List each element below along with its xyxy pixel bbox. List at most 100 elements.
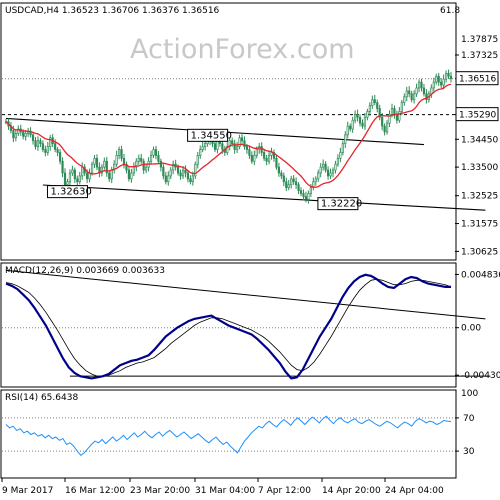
candle-body — [34, 140, 37, 147]
candle-body — [201, 146, 204, 150]
candle-body — [238, 137, 241, 147]
candle-body — [110, 169, 113, 180]
candle-body — [390, 108, 394, 115]
candle-body — [277, 166, 280, 174]
candle-body — [172, 163, 175, 171]
x-tick-label: 7 Apr 12:00 — [258, 486, 311, 496]
candle-body — [435, 75, 438, 83]
candle-body — [135, 160, 138, 168]
candle-body — [253, 155, 256, 162]
candle-body — [290, 178, 293, 186]
candle-body — [100, 166, 103, 174]
candle-body — [368, 105, 371, 112]
macd-y-tick-label: 0.00 — [461, 324, 481, 334]
candle-body — [405, 90, 408, 98]
candle-body — [334, 163, 337, 171]
price-level-label: 1.32630 — [50, 187, 91, 198]
candle-body — [169, 169, 172, 177]
price-panel-title: USDCAD,H4 1.36523 1.36706 1.36376 1.3651… — [5, 6, 220, 16]
x-tick-label: 16 Mar 12:00 — [65, 486, 125, 496]
rsi-panel-frame — [0, 389, 457, 479]
candle-body — [108, 172, 111, 180]
candle-body — [66, 181, 69, 186]
candle-body — [179, 172, 182, 177]
candle-body — [282, 175, 285, 183]
macd-series — [5, 269, 491, 380]
candle-body — [90, 163, 94, 174]
candle-body — [336, 157, 340, 165]
candle-body — [356, 113, 359, 118]
candle-body — [265, 157, 268, 162]
candle-body — [444, 72, 448, 80]
candle-body — [204, 143, 207, 147]
price-y-tick-label: 1.37325 — [461, 51, 498, 61]
rsi-series — [5, 415, 452, 456]
candle-body — [250, 155, 253, 162]
candle-body — [184, 169, 187, 174]
macd-panel-title: MACD(12,26,9) 0.003669 0.003633 — [5, 266, 165, 276]
rsi-panel-title: RSI(14) 65.6438 — [5, 393, 78, 403]
candle-body — [447, 72, 450, 77]
candle-body — [181, 169, 185, 177]
candle-body — [346, 125, 349, 136]
candle-body — [326, 169, 330, 177]
candle-body — [299, 190, 303, 194]
candle-body — [221, 143, 224, 150]
candle-body — [413, 93, 416, 101]
candle-body — [393, 108, 396, 115]
x-tick-label: 24 Apr 04:00 — [385, 486, 444, 496]
boxed-price-label: 1.35290 — [459, 111, 496, 121]
moving-average-line — [5, 83, 452, 188]
candle-body — [27, 131, 30, 134]
candle-body — [22, 131, 25, 137]
candle-body — [233, 143, 236, 150]
candle-body — [113, 163, 116, 171]
candle-body — [255, 149, 258, 156]
price-y-tick-label: 1.31575 — [461, 220, 498, 230]
price-trendline — [42, 184, 486, 211]
candle-body — [105, 160, 108, 174]
candle-body — [213, 143, 217, 150]
candle-body — [152, 149, 155, 156]
candle-body — [167, 175, 170, 183]
price-ma — [5, 83, 452, 188]
candle-body — [376, 102, 379, 109]
candle-body — [78, 175, 81, 183]
x-axis: 9 Mar 2017 16 Mar 12:00 23 Mar 20:00 31 Mar… — [1, 478, 444, 496]
watermark: ActionForex.com — [130, 34, 355, 65]
rsi-top-label: 100 — [461, 389, 478, 399]
candle-body — [317, 172, 320, 180]
candle-body — [127, 169, 131, 180]
candle-body — [132, 166, 135, 174]
candle-body — [354, 113, 357, 121]
candle-body — [120, 149, 123, 159]
price-level-labels: 1.34550 1.32630 1.32220 — [46, 128, 362, 211]
candle-body — [302, 193, 305, 197]
candle-body — [24, 133, 27, 137]
candle-body — [314, 178, 317, 183]
candle-body — [371, 99, 374, 106]
macd-y-tick-label: 0.004836 — [461, 270, 500, 280]
candle-body — [287, 184, 290, 188]
candle-body — [228, 140, 231, 147]
candle-body — [358, 116, 362, 124]
candle-body — [243, 140, 246, 147]
candle-body — [41, 143, 44, 150]
price-level-label: 1.34550 — [191, 130, 232, 141]
candle-body — [12, 130, 15, 139]
candle-body — [115, 155, 118, 165]
candle-body — [322, 163, 325, 168]
x-tick-label: 9 Mar 2017 — [2, 486, 53, 496]
price-y-tick-label: 1.37875 — [461, 35, 498, 45]
price-y-tick-label: 1.32525 — [461, 192, 498, 202]
candle-body — [63, 172, 67, 186]
candle-body — [46, 146, 49, 153]
candle-body — [137, 157, 140, 162]
candle-body — [154, 149, 158, 156]
candle-body — [400, 102, 403, 112]
candle-body — [410, 93, 413, 101]
candle-body — [403, 96, 406, 103]
candle-body — [44, 149, 47, 153]
candle-body — [149, 155, 153, 162]
candle-body — [196, 155, 199, 165]
